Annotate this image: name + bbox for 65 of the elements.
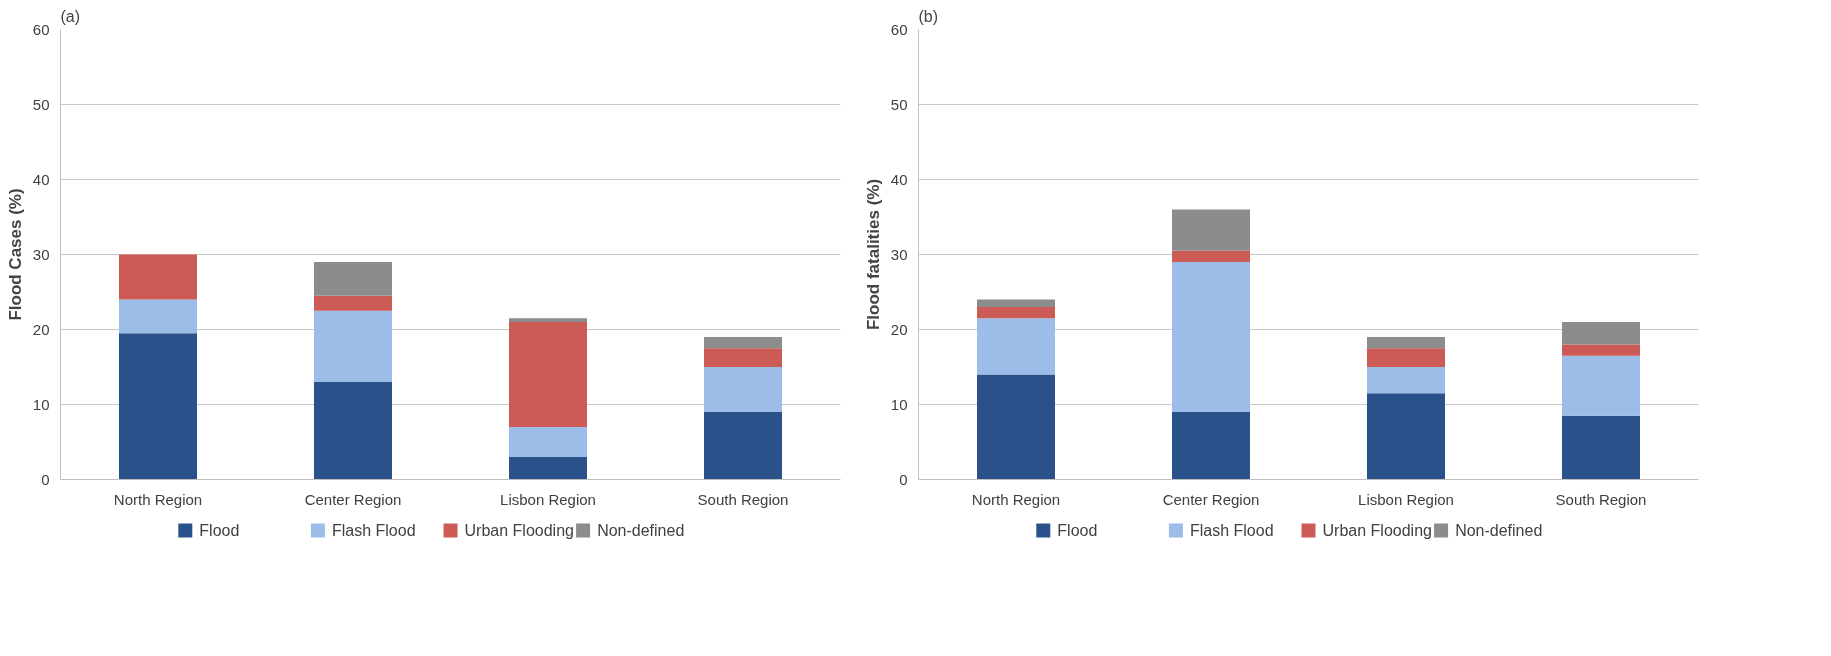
bar — [314, 310, 392, 382]
bar — [1562, 355, 1640, 416]
y-tick-label: 30 — [32, 245, 50, 263]
bar — [509, 318, 587, 322]
bar — [1562, 344, 1640, 356]
y-tick-label: 10 — [32, 395, 50, 413]
bar — [314, 382, 392, 480]
bar — [1367, 367, 1445, 394]
y-axis-title: Flood Cases (%) — [5, 188, 25, 321]
bar — [1562, 415, 1640, 480]
bar — [977, 299, 1055, 307]
chart-title: (b) — [918, 7, 939, 25]
bar — [119, 254, 197, 300]
bar — [509, 427, 587, 457]
y-axis-title: Flood fatalities (%) — [863, 178, 883, 331]
x-tick-label: Lisbon Region — [1358, 490, 1454, 508]
bar — [1172, 262, 1250, 412]
bar — [1562, 322, 1640, 345]
bar — [509, 457, 587, 480]
x-tick-label: North Region — [113, 490, 203, 508]
chart-title: (a) — [60, 7, 81, 25]
bar — [119, 299, 197, 334]
y-tick-label: 60 — [32, 20, 50, 38]
x-tick-label: South Region — [1555, 490, 1647, 508]
bar — [1172, 412, 1250, 480]
bar — [119, 333, 197, 480]
bar — [509, 322, 587, 427]
y-tick-label: 30 — [890, 245, 908, 263]
legend-label: Non-defined — [1455, 522, 1543, 539]
bar — [1172, 250, 1250, 262]
y-tick-label: 50 — [890, 95, 908, 113]
x-tick-label: North Region — [971, 490, 1061, 508]
bar — [704, 348, 782, 367]
y-tick-label: 50 — [32, 95, 50, 113]
bar — [977, 374, 1055, 480]
legend-label: Flash Flood — [1189, 522, 1274, 539]
y-tick-label: 20 — [32, 320, 50, 338]
y-tick-label: 40 — [890, 170, 908, 188]
y-tick-label: 0 — [41, 470, 50, 488]
legend-label: Flood — [199, 522, 240, 539]
x-tick-label: South Region — [697, 490, 789, 508]
bar — [314, 262, 392, 296]
bar — [704, 337, 782, 349]
bar — [1367, 337, 1445, 349]
bar — [1367, 348, 1445, 367]
legend-label: Flash Flood — [331, 522, 416, 539]
y-tick-label: 20 — [890, 320, 908, 338]
y-tick-label: 10 — [890, 395, 908, 413]
x-tick-label: Center Region — [304, 490, 402, 508]
x-tick-label: Lisbon Region — [500, 490, 596, 508]
bar — [314, 295, 392, 311]
legend-label: Urban Flooding — [464, 522, 574, 539]
y-tick-label: 60 — [890, 20, 908, 38]
bar — [1367, 393, 1445, 480]
x-tick-label: Center Region — [1162, 490, 1260, 508]
bar — [1172, 209, 1250, 251]
y-tick-label: 40 — [32, 170, 50, 188]
bar — [977, 307, 1055, 319]
bar — [704, 367, 782, 412]
legend-label: Flood — [1057, 522, 1098, 539]
y-tick-label: 0 — [899, 470, 908, 488]
legend-label: Non-defined — [597, 522, 685, 539]
bar — [704, 412, 782, 480]
bar — [977, 318, 1055, 375]
legend-label: Urban Flooding — [1322, 522, 1432, 539]
